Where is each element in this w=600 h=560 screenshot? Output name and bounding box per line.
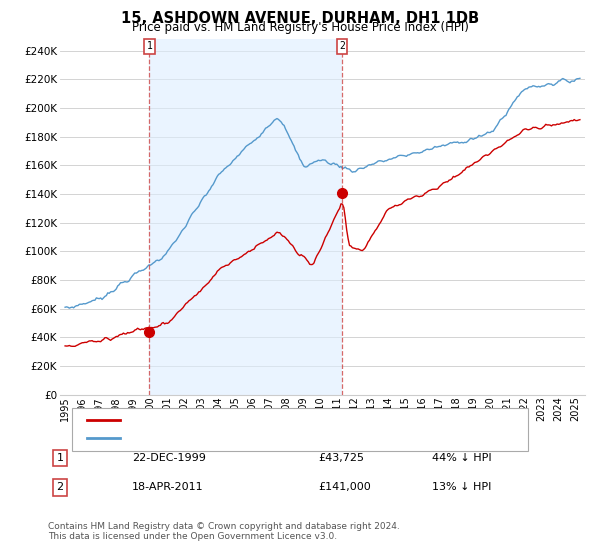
Text: 2: 2 bbox=[56, 482, 64, 492]
Text: 44% ↓ HPI: 44% ↓ HPI bbox=[432, 453, 491, 463]
Text: 15, ASHDOWN AVENUE, DURHAM, DH1 1DB (detached house): 15, ASHDOWN AVENUE, DURHAM, DH1 1DB (det… bbox=[127, 415, 450, 425]
Bar bbox=[149, 39, 342, 395]
Text: 1: 1 bbox=[56, 453, 64, 463]
Text: 13% ↓ HPI: 13% ↓ HPI bbox=[432, 482, 491, 492]
Text: 18-APR-2011: 18-APR-2011 bbox=[132, 482, 203, 492]
Text: Contains HM Land Registry data © Crown copyright and database right 2024.
This d: Contains HM Land Registry data © Crown c… bbox=[48, 522, 400, 542]
Text: £43,725: £43,725 bbox=[318, 453, 364, 463]
Text: 2: 2 bbox=[339, 41, 345, 52]
Text: HPI: Average price, detached house, County Durham: HPI: Average price, detached house, Coun… bbox=[127, 433, 403, 444]
Text: £141,000: £141,000 bbox=[318, 482, 371, 492]
Text: 15, ASHDOWN AVENUE, DURHAM, DH1 1DB: 15, ASHDOWN AVENUE, DURHAM, DH1 1DB bbox=[121, 11, 479, 26]
Text: 22-DEC-1999: 22-DEC-1999 bbox=[132, 453, 206, 463]
Text: Price paid vs. HM Land Registry's House Price Index (HPI): Price paid vs. HM Land Registry's House … bbox=[131, 21, 469, 34]
Text: 1: 1 bbox=[146, 41, 152, 52]
